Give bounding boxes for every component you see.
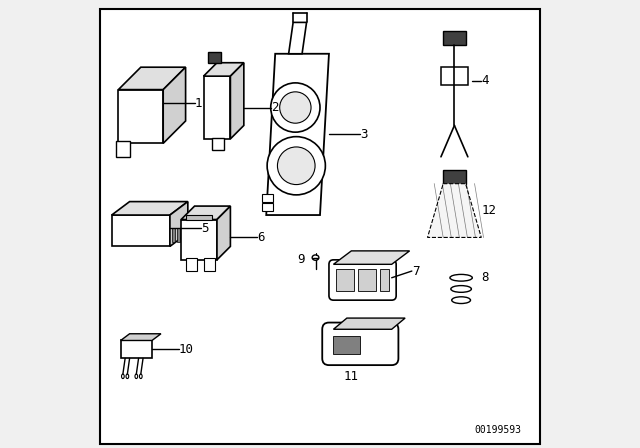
Text: 6: 6	[257, 231, 265, 244]
Polygon shape	[118, 67, 186, 90]
Ellipse shape	[140, 374, 142, 379]
FancyBboxPatch shape	[323, 323, 398, 365]
Polygon shape	[266, 54, 329, 215]
Text: 11: 11	[344, 370, 359, 383]
Bar	[208, 52, 221, 63]
Bar	[181, 228, 184, 242]
Ellipse shape	[126, 374, 129, 379]
Bar	[262, 194, 273, 202]
Circle shape	[271, 83, 320, 132]
Polygon shape	[230, 63, 244, 139]
Polygon shape	[217, 206, 230, 260]
Polygon shape	[170, 202, 188, 246]
Bar	[443, 170, 466, 184]
Polygon shape	[204, 63, 244, 76]
Bar	[333, 336, 360, 354]
Text: 9: 9	[297, 253, 305, 267]
Polygon shape	[118, 90, 163, 143]
Bar	[336, 269, 354, 291]
Polygon shape	[121, 334, 161, 340]
Bar	[441, 67, 468, 85]
Bar	[177, 228, 180, 242]
Bar	[204, 258, 215, 271]
Text: 4: 4	[481, 74, 489, 87]
Bar	[116, 141, 130, 157]
FancyBboxPatch shape	[329, 260, 396, 300]
Bar	[121, 340, 152, 358]
Polygon shape	[112, 202, 188, 215]
Bar	[172, 228, 175, 242]
Text: 10: 10	[179, 343, 194, 356]
Bar	[262, 203, 273, 211]
Polygon shape	[333, 318, 405, 329]
Polygon shape	[204, 76, 230, 139]
Bar	[212, 138, 224, 150]
Text: 5: 5	[202, 222, 209, 235]
Bar	[186, 258, 197, 271]
Bar	[443, 31, 466, 45]
Circle shape	[280, 92, 311, 123]
Polygon shape	[289, 22, 307, 54]
Ellipse shape	[122, 374, 124, 379]
Polygon shape	[186, 215, 212, 220]
Text: 8: 8	[481, 271, 489, 284]
Bar	[380, 269, 390, 291]
Circle shape	[267, 137, 325, 195]
Text: 12: 12	[481, 204, 496, 217]
Text: 00199593: 00199593	[475, 425, 522, 435]
Text: 7: 7	[412, 264, 419, 278]
Ellipse shape	[135, 374, 138, 379]
Ellipse shape	[450, 274, 472, 281]
Polygon shape	[112, 215, 170, 246]
Polygon shape	[181, 220, 217, 260]
Text: 3: 3	[360, 128, 368, 141]
Circle shape	[278, 147, 315, 185]
Polygon shape	[163, 67, 186, 143]
Ellipse shape	[451, 286, 472, 293]
Ellipse shape	[452, 297, 470, 304]
Polygon shape	[428, 184, 481, 237]
Text: 2: 2	[271, 101, 278, 114]
Bar	[358, 269, 376, 291]
Text: 1: 1	[195, 96, 202, 110]
Polygon shape	[333, 251, 410, 264]
Polygon shape	[181, 206, 230, 220]
Ellipse shape	[312, 255, 319, 260]
